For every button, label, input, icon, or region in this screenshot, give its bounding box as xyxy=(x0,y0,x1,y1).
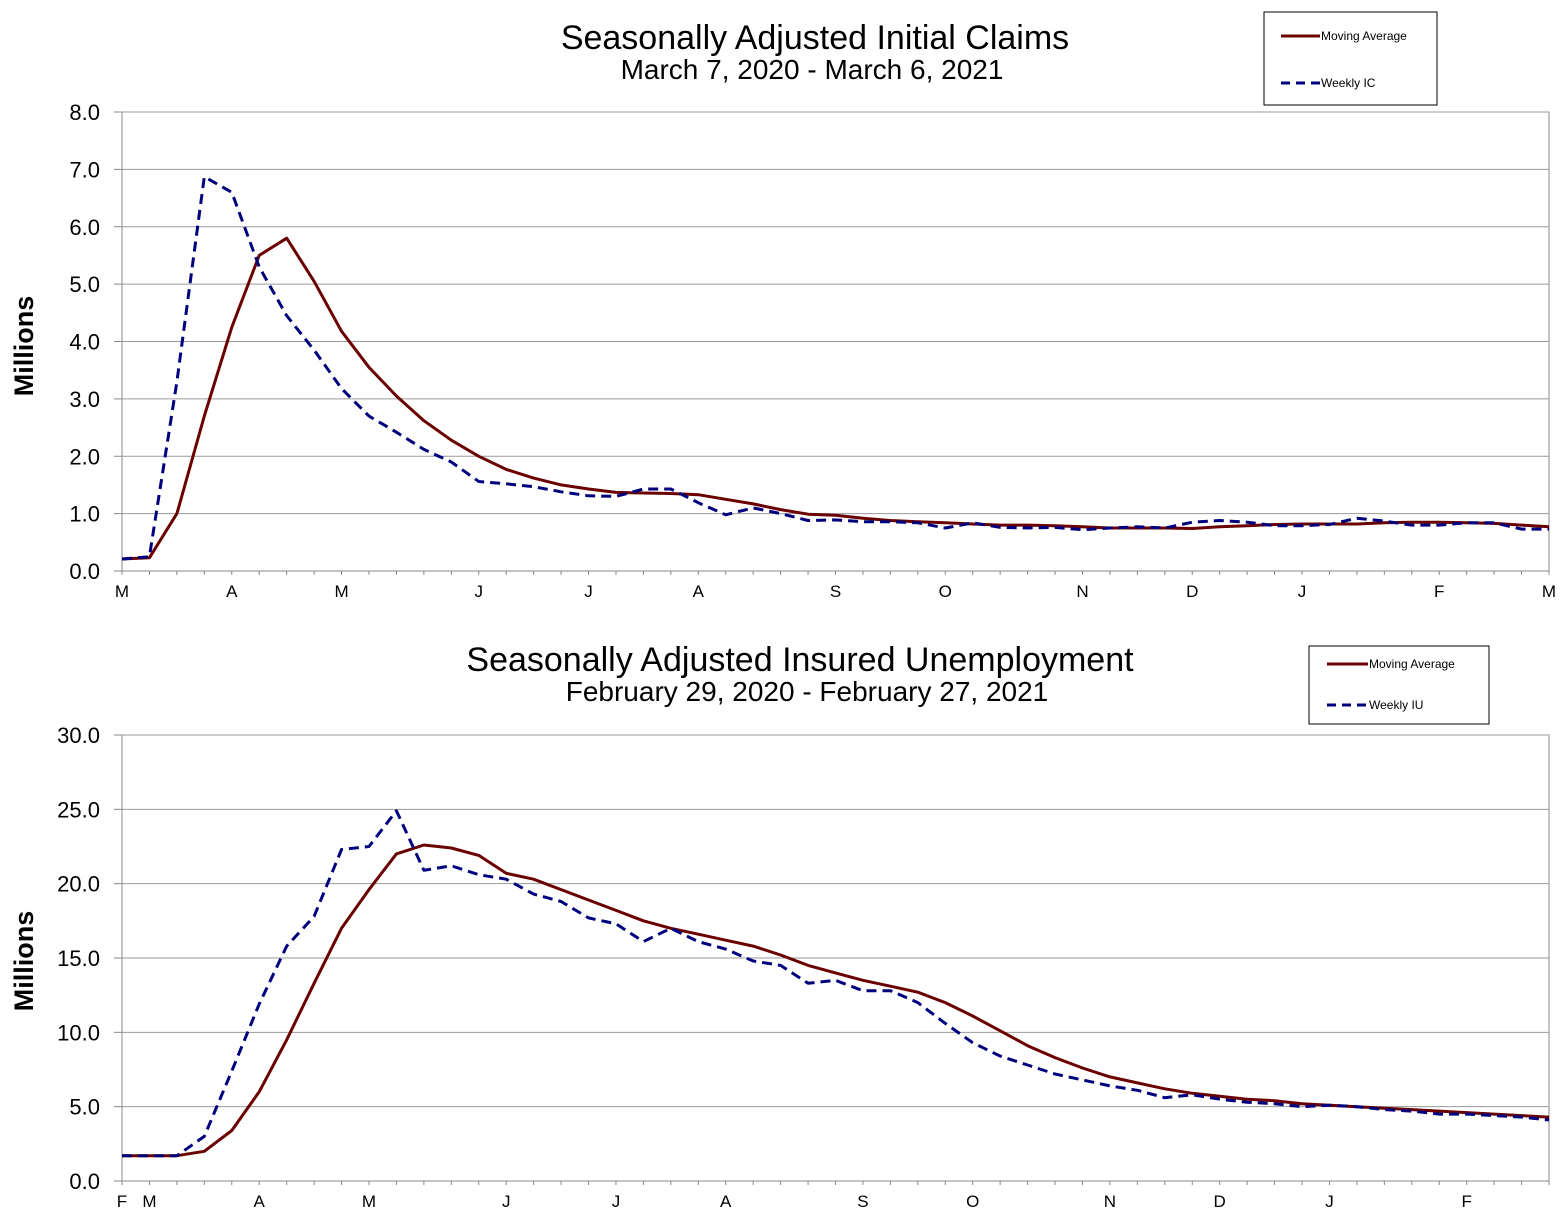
y-tick-label: 6.0 xyxy=(69,215,100,240)
y-tick-label: 20.0 xyxy=(57,872,100,897)
x-tick-label: A xyxy=(693,582,705,601)
initial-claims-chart: Seasonally Adjusted Initial Claims March… xyxy=(9,11,1556,601)
y-tick-label: 7.0 xyxy=(69,157,100,182)
chart-subtitle: February 29, 2020 - February 27, 2021 xyxy=(566,676,1049,707)
x-tick-label: M xyxy=(142,1192,156,1211)
y-tick-label: 25.0 xyxy=(57,797,100,822)
chart-title: Seasonally Adjusted Insured Unemployment xyxy=(466,641,1134,679)
y-tick-label: 30.0 xyxy=(57,723,100,748)
y-tick-label: 3.0 xyxy=(69,387,100,412)
x-tick-label: J xyxy=(584,582,593,601)
x-tick-label: M xyxy=(334,582,348,601)
x-tick-label: J xyxy=(1325,1192,1334,1211)
chart-subtitle: March 7, 2020 - March 6, 2021 xyxy=(621,54,1004,85)
x-tick-label: D xyxy=(1186,582,1198,601)
legend-box xyxy=(1308,645,1490,725)
x-tick-label: S xyxy=(830,582,841,601)
y-axis-label: Millions xyxy=(9,296,39,397)
y-axis-label: Millions xyxy=(9,911,39,1012)
series-lines xyxy=(121,175,1550,561)
x-tick-label: J xyxy=(612,1192,621,1211)
series-lines xyxy=(122,809,1550,1158)
x-tick-label: M xyxy=(115,582,129,601)
y-tick-label: 4.0 xyxy=(69,330,100,355)
weekly-series-line xyxy=(122,809,1550,1158)
moving-average-line xyxy=(122,843,1550,1158)
legend: Moving Average Weekly IU xyxy=(1308,645,1490,725)
x-tick-label: F xyxy=(1434,582,1444,601)
y-tick-label: 10.0 xyxy=(57,1020,100,1045)
legend-weekly-iu-label: Weekly IU xyxy=(1369,698,1423,712)
chart-title: Seasonally Adjusted Initial Claims xyxy=(561,19,1069,57)
y-tick-label: 5.0 xyxy=(69,272,100,297)
y-tick-label: 2.0 xyxy=(69,444,100,469)
x-tick-label: N xyxy=(1076,582,1088,601)
grid-lines xyxy=(114,111,1550,575)
x-tick-label: J xyxy=(502,1192,511,1211)
x-tick-label: S xyxy=(857,1192,868,1211)
legend-weekly-ic-label: Weekly IC xyxy=(1321,76,1376,90)
y-tick-label: 0.0 xyxy=(69,559,100,584)
y-tick-labels: 0.0 5.0 10.0 15.0 20.0 25.0 30.0 xyxy=(57,723,100,1194)
x-tick-label: J xyxy=(475,582,484,601)
x-tick-label: O xyxy=(939,582,952,601)
legend-moving-average-label: Moving Average xyxy=(1369,657,1455,671)
x-tick-label: F xyxy=(117,1192,127,1211)
y-tick-label: 15.0 xyxy=(57,946,100,971)
y-tick-label: 8.0 xyxy=(69,100,100,125)
y-tick-labels: 0.0 1.0 2.0 3.0 4.0 5.0 6.0 7.0 8.0 xyxy=(69,100,100,584)
x-tick-label: D xyxy=(1214,1192,1226,1211)
grid-lines xyxy=(114,734,1550,1185)
x-tick-label: N xyxy=(1104,1192,1116,1211)
x-tick-label: M xyxy=(362,1192,376,1211)
y-tick-label: 5.0 xyxy=(69,1095,100,1120)
legend-box xyxy=(1263,11,1438,106)
weekly-series-line xyxy=(121,175,1549,561)
x-tick-label: O xyxy=(966,1192,979,1211)
insured-unemployment-chart: Seasonally Adjusted Insured Unemployment… xyxy=(9,641,1550,1211)
x-tick-label: M xyxy=(1542,582,1556,601)
x-tick-label: J xyxy=(1298,582,1307,601)
legend: Moving Average Weekly IC xyxy=(1263,11,1438,106)
x-tick-label: A xyxy=(720,1192,732,1211)
x-tick-label: F xyxy=(1461,1192,1471,1211)
y-tick-label: 1.0 xyxy=(69,502,100,527)
legend-moving-average-label: Moving Average xyxy=(1321,29,1407,43)
y-tick-label: 0.0 xyxy=(69,1169,100,1194)
x-tick-label: A xyxy=(226,582,238,601)
x-tick-label: A xyxy=(254,1192,266,1211)
